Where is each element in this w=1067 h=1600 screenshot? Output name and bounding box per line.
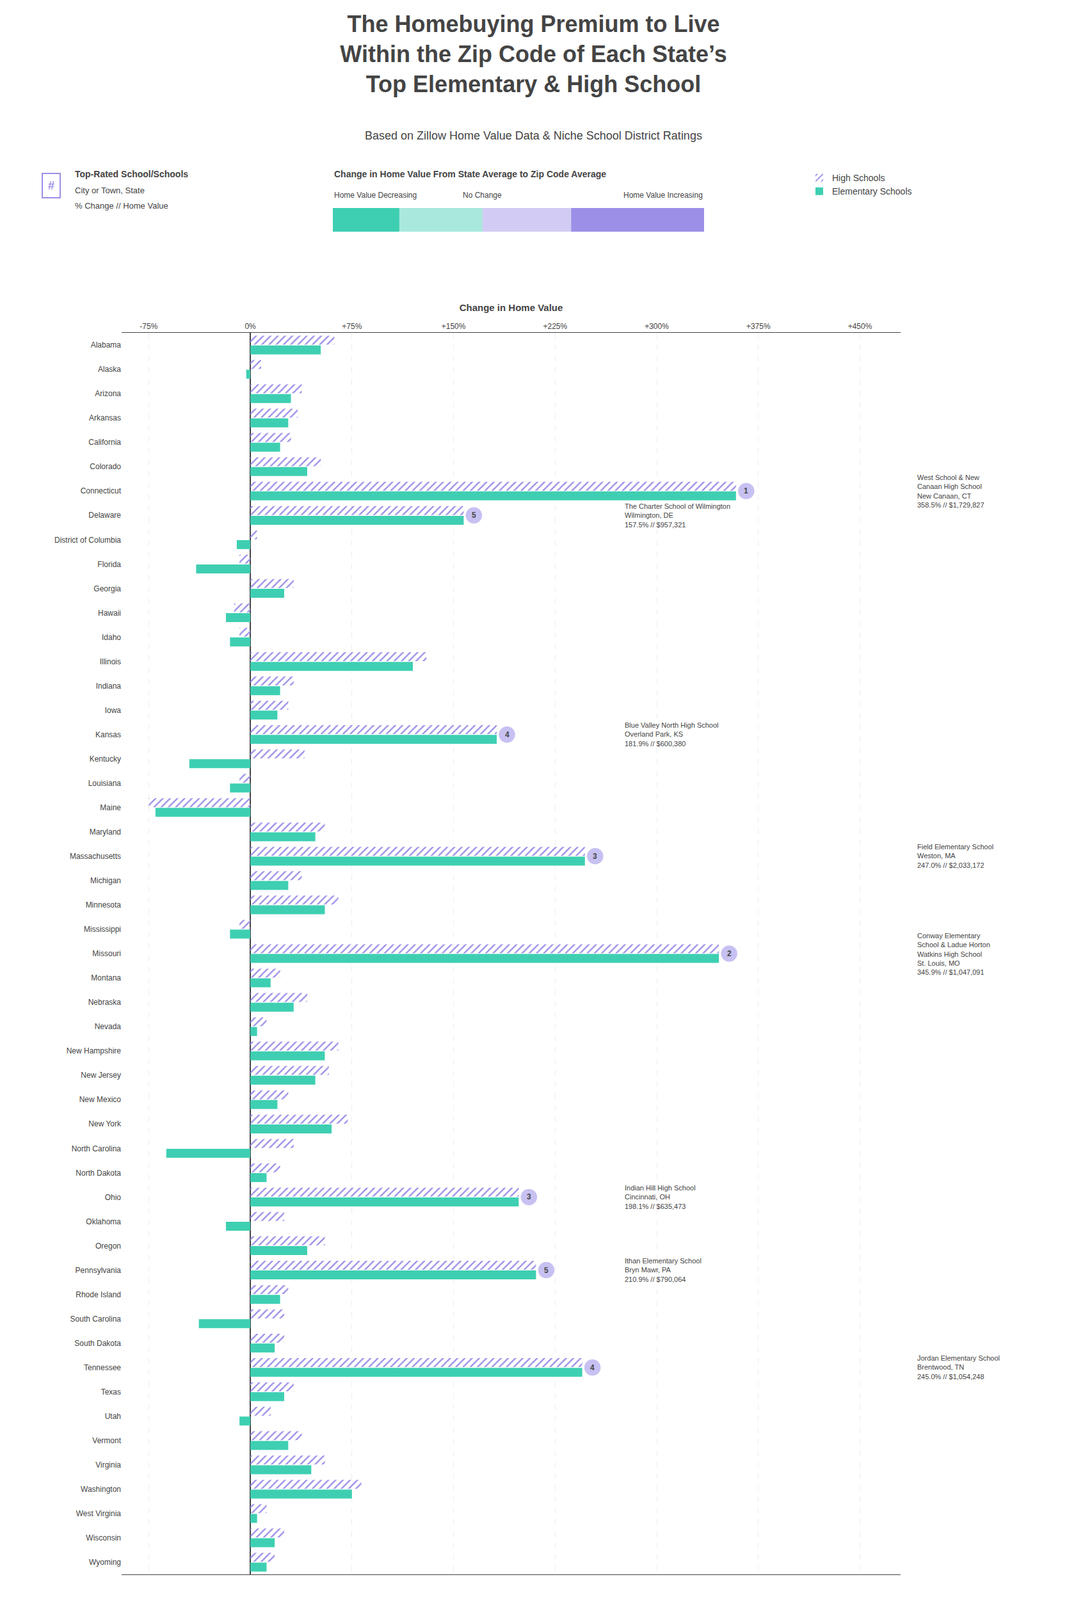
svg-text:Utah: Utah [104, 1411, 121, 1421]
svg-text:Oregon: Oregon [95, 1241, 121, 1251]
svg-text:North Carolina: North Carolina [71, 1144, 122, 1154]
svg-text:Home Value Increasing: Home Value Increasing [623, 190, 703, 200]
svg-text:New Hampshire: New Hampshire [66, 1046, 122, 1056]
svg-text:Maine: Maine [99, 803, 121, 813]
svg-text:2: 2 [727, 949, 732, 959]
svg-text:Ithan Elementary SchoolBryn Ma: Ithan Elementary SchoolBryn Mawr, PA210.… [624, 1257, 702, 1284]
svg-text:Georgia: Georgia [93, 584, 121, 594]
svg-text:City or Town, State: City or Town, State [74, 185, 145, 196]
svg-text:+375%: +375% [746, 321, 771, 331]
svg-text:Wyoming: Wyoming [88, 1557, 121, 1567]
svg-text:Pennsylvania: Pennsylvania [75, 1266, 122, 1276]
svg-text:Kentucky: Kentucky [89, 754, 121, 764]
svg-text:Elementary Schools: Elementary Schools [832, 186, 913, 197]
svg-text:Rhode Island: Rhode Island [75, 1290, 121, 1300]
svg-text:Michigan: Michigan [90, 876, 121, 886]
svg-text:South Dakota: South Dakota [74, 1339, 121, 1348]
svg-text:Nevada: Nevada [94, 1022, 122, 1032]
svg-text:Nebraska: Nebraska [88, 997, 122, 1007]
svg-text:Arkansas: Arkansas [88, 413, 121, 423]
svg-text:The Homebuying Premium to Live: The Homebuying Premium to LiveWithin the… [339, 10, 727, 98]
svg-text:Virginia: Virginia [95, 1460, 121, 1470]
svg-text:District of Columbia: District of Columbia [54, 535, 121, 545]
svg-text:Delaware: Delaware [88, 510, 121, 520]
svg-text:Minnesota: Minnesota [85, 900, 122, 910]
svg-text:Oklahoma: Oklahoma [85, 1217, 121, 1227]
svg-text:Montana: Montana [90, 973, 121, 983]
svg-text:High Schools: High Schools [832, 172, 886, 184]
svg-text:Idaho: Idaho [101, 633, 121, 642]
svg-text:Conway ElementarySchool & Ladu: Conway ElementarySchool & Ladue HortonWa… [917, 931, 991, 977]
svg-text:3: 3 [526, 1192, 532, 1202]
svg-text:5: 5 [471, 510, 477, 520]
svg-text:4: 4 [505, 730, 510, 740]
svg-text:North Dakota: North Dakota [75, 1168, 121, 1178]
svg-text:Indian Hill High SchoolCincinn: Indian Hill High SchoolCincinnati, OH198… [624, 1184, 696, 1211]
svg-text:Hawaii: Hawaii [97, 608, 121, 618]
svg-text:New York: New York [88, 1119, 122, 1129]
svg-text:Indiana: Indiana [96, 681, 122, 691]
svg-text:Blue Valley North High SchoolO: Blue Valley North High SchoolOverland Pa… [624, 721, 719, 748]
svg-text:No Change: No Change [462, 190, 502, 200]
svg-text:1: 1 [743, 486, 749, 496]
svg-text:Massachusetts: Massachusetts [69, 851, 121, 861]
svg-text:West School & NewCanaan High S: West School & NewCanaan High SchoolNew C… [917, 473, 985, 509]
svg-text:Florida: Florida [97, 560, 121, 570]
svg-text:Connecticut: Connecticut [80, 486, 122, 496]
svg-text:Based on Zillow Home Value Dat: Based on Zillow Home Value Data & Niche … [364, 129, 703, 143]
svg-text:% Change // Home Value: % Change // Home Value [74, 200, 169, 211]
svg-text:Mississippi: Mississippi [83, 924, 121, 934]
svg-text:Missouri: Missouri [92, 949, 121, 959]
svg-text:Wisconsin: Wisconsin [85, 1533, 121, 1543]
svg-text:Kansas: Kansas [95, 730, 121, 740]
svg-text:Top-Rated School/Schools: Top-Rated School/Schools [74, 168, 189, 180]
svg-text:Alaska: Alaska [97, 364, 121, 374]
svg-text:0%: 0% [244, 321, 257, 331]
svg-text:Field Elementary SchoolWeston,: Field Elementary SchoolWeston, MA247.0% … [917, 842, 994, 870]
svg-text:Arizona: Arizona [94, 389, 121, 399]
svg-text:+225%: +225% [542, 321, 568, 331]
svg-text:South Carolina: South Carolina [70, 1314, 122, 1324]
svg-text:5: 5 [544, 1266, 549, 1276]
svg-text:Washington: Washington [80, 1484, 121, 1494]
svg-text:+75%: +75% [341, 321, 362, 331]
svg-text:Louisiana: Louisiana [88, 778, 122, 788]
svg-text:Colorado: Colorado [89, 462, 121, 472]
svg-text:Jordan Elementary SchoolBrentw: Jordan Elementary SchoolBrentwood, TN245… [917, 1354, 1000, 1381]
svg-text:Illinois: Illinois [99, 657, 121, 667]
svg-text:Texas: Texas [101, 1387, 121, 1397]
svg-text:Tennessee: Tennessee [83, 1363, 121, 1373]
svg-text:-75%: -75% [139, 321, 158, 331]
svg-text:New Mexico: New Mexico [79, 1095, 122, 1105]
svg-text:+300%: +300% [644, 321, 669, 331]
svg-text:California: California [88, 437, 121, 447]
svg-text:Vermont: Vermont [92, 1436, 121, 1446]
svg-text:Change in Home Value: Change in Home Value [459, 302, 564, 313]
svg-text:Iowa: Iowa [104, 705, 122, 715]
svg-text:The Charter School of Wilmingt: The Charter School of WilmingtonWilmingt… [624, 502, 731, 529]
svg-text:Ohio: Ohio [104, 1193, 122, 1203]
svg-text:3: 3 [592, 851, 598, 861]
svg-text:West Virginia: West Virginia [76, 1509, 122, 1519]
svg-text:Home Value Decreasing: Home Value Decreasing [334, 190, 417, 200]
svg-text:New Jersey: New Jersey [80, 1070, 121, 1080]
svg-text:+450%: +450% [848, 321, 873, 331]
svg-text:+150%: +150% [441, 321, 466, 331]
svg-text:4: 4 [590, 1363, 595, 1373]
svg-text:#: # [48, 179, 55, 193]
svg-text:Change in Home Value From Stat: Change in Home Value From State Average … [334, 168, 607, 180]
svg-text:Alabama: Alabama [90, 340, 122, 350]
svg-text:Maryland: Maryland [89, 827, 121, 837]
